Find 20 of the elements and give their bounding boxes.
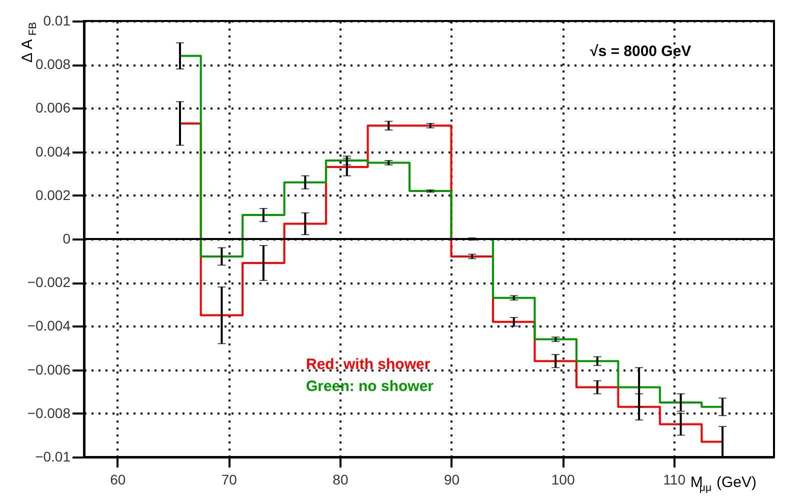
x-tick-label: 90	[444, 472, 460, 488]
y-tick-label: −0.004	[27, 318, 71, 334]
y-tick-label: 0.002	[35, 186, 71, 203]
y-tick-label: 0	[62, 230, 71, 246]
text: Green: no shower	[306, 378, 434, 396]
y-tick-label: −0.01	[35, 448, 71, 464]
y-tick-label: 0.01	[43, 12, 71, 28]
y-tick-label: 0.004	[35, 143, 71, 160]
y-tick-label: −0.006	[27, 361, 71, 378]
y-tick-label: 0.008	[35, 56, 71, 72]
x-tick-label: 100	[551, 472, 575, 488]
y-tick-label: −0.008	[27, 404, 71, 421]
x-tick-label: 60	[110, 472, 126, 488]
y-tick-label: 0.006	[35, 100, 71, 116]
text: Red: with shower	[306, 356, 430, 374]
annotation: √s = 8000 GeV	[590, 43, 692, 60]
y-tick-label: −0.002	[27, 274, 71, 290]
x-tick-label: 80	[332, 472, 348, 488]
x-tick-label: 110	[663, 472, 686, 488]
x-tick-label: 70	[221, 472, 238, 488]
